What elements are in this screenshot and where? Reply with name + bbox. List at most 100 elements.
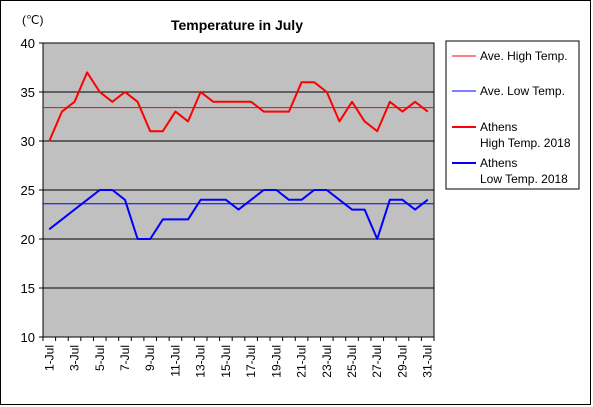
y-tick-label: 10 — [21, 330, 35, 345]
data-point — [427, 199, 429, 201]
data-point — [48, 140, 50, 142]
legend-label-2: Athens — [480, 120, 517, 134]
x-tick-label: 11-Jul — [168, 345, 182, 377]
chart-title: Temperature in July — [171, 17, 303, 33]
data-point — [174, 111, 176, 113]
data-point — [162, 130, 164, 132]
data-point — [212, 199, 214, 201]
x-tick-label: 29-Jul — [395, 345, 409, 378]
data-point — [99, 189, 101, 191]
grid-lines — [43, 91, 434, 289]
data-point — [86, 71, 88, 73]
data-point — [162, 218, 164, 220]
data-point — [99, 91, 101, 93]
x-tick-label: 1-Jul — [42, 345, 56, 371]
data-point — [288, 111, 290, 113]
data-point — [364, 120, 366, 122]
data-point — [48, 228, 50, 230]
x-tick-label: 15-Jul — [219, 345, 233, 378]
data-point — [364, 209, 366, 211]
data-point — [200, 199, 202, 201]
legend-label-3: Low Temp. 2018 — [480, 172, 568, 186]
data-point — [137, 238, 139, 240]
data-point — [351, 101, 353, 103]
y-tick-label: 35 — [21, 85, 35, 100]
legend-label-1: Ave. Low Temp. — [480, 84, 565, 98]
data-point — [263, 189, 265, 191]
data-point — [212, 101, 214, 103]
y-tick-label: 30 — [21, 134, 35, 149]
data-point — [301, 199, 303, 201]
data-point — [225, 199, 227, 201]
data-point — [313, 189, 315, 191]
x-tick-label: 25-Jul — [345, 345, 359, 378]
data-point — [86, 199, 88, 201]
series-lines — [48, 71, 429, 240]
data-point — [301, 81, 303, 83]
data-point — [376, 130, 378, 132]
y-tick-label: 15 — [21, 281, 35, 296]
x-tick-label: 27-Jul — [370, 345, 384, 378]
data-point — [275, 189, 277, 191]
data-point — [124, 91, 126, 93]
data-point — [238, 101, 239, 103]
x-tick-label: 7-Jul — [118, 345, 132, 371]
data-point — [111, 189, 113, 191]
data-point — [338, 120, 340, 122]
y-tick-label: 40 — [21, 36, 35, 51]
y-axis-ticks: 10 15 20 25 30 35 40 — [21, 36, 43, 345]
data-point — [149, 130, 151, 132]
x-tick-label: 9-Jul — [143, 345, 157, 371]
y-tick-label: 25 — [21, 183, 35, 198]
data-point — [427, 111, 429, 113]
legend: Ave. High Temp. Ave. Low Temp. Athens High … — [452, 49, 571, 186]
data-point — [225, 101, 227, 103]
data-point — [174, 218, 176, 220]
x-tick-label: 3-Jul — [68, 345, 82, 371]
legend-box — [445, 40, 580, 190]
data-point — [74, 101, 76, 103]
data-point — [275, 111, 277, 113]
data-point — [187, 120, 189, 122]
data-point — [250, 199, 252, 201]
data-point — [149, 238, 151, 240]
data-point — [200, 91, 202, 93]
data-point — [401, 199, 403, 201]
data-point — [401, 111, 403, 113]
data-point — [61, 111, 63, 113]
data-point — [414, 101, 416, 103]
data-point — [338, 199, 340, 201]
data-point — [326, 91, 328, 93]
data-point — [288, 199, 290, 201]
data-point — [61, 218, 63, 220]
data-point — [137, 101, 139, 103]
data-point — [124, 199, 126, 201]
data-point — [250, 101, 252, 103]
data-point — [74, 209, 76, 211]
x-tick-label: 5-Jul — [93, 345, 107, 371]
x-axis-ticks: 1-Jul 3-Jul 5-Jul 7-Jul 9-Jul 11-Jul 13-Jul 15-… — [42, 337, 435, 378]
y-tick-label: 20 — [21, 232, 35, 247]
unit-label: (℃) — [22, 13, 43, 27]
data-point — [389, 199, 391, 201]
data-point — [263, 111, 265, 113]
legend-label-3: Athens — [480, 156, 517, 170]
data-point — [414, 209, 416, 211]
legend-label-0: Ave. High Temp. — [480, 49, 568, 63]
data-point — [238, 209, 239, 211]
average-lines — [43, 107, 434, 205]
x-tick-label: 31-Jul — [421, 345, 435, 378]
x-tick-label: 17-Jul — [244, 345, 258, 378]
data-point — [111, 101, 113, 103]
x-tick-label: 13-Jul — [194, 345, 208, 378]
data-point — [389, 101, 391, 103]
x-tick-label: 23-Jul — [320, 345, 334, 378]
x-tick-label: 21-Jul — [295, 345, 309, 378]
legend-label-2: High Temp. 2018 — [480, 136, 571, 150]
data-point — [376, 238, 378, 240]
data-point — [187, 218, 189, 220]
x-tick-label: 19-Jul — [269, 345, 283, 378]
data-point — [326, 189, 328, 191]
data-point — [351, 209, 353, 211]
